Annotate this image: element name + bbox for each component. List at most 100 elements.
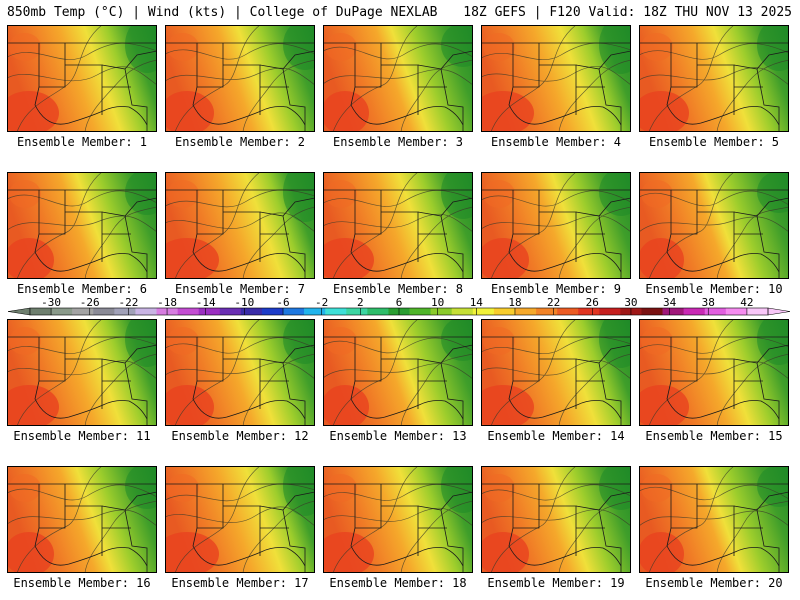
temperature-map [639,319,789,426]
colorbar-swatch [430,308,453,315]
colorbar-tick-label: 30 [624,296,637,309]
colorbar-tick-label: -26 [80,296,100,309]
colorbar-swatch [725,308,748,315]
colorbar-swatch [662,308,684,315]
ensemble-member-label: Ensemble Member: 8 [332,282,464,296]
model-run-info: 18Z GEFS | F120 Valid: 18Z THU NOV 13 20… [463,5,792,20]
ensemble-member-label: Ensemble Member: 9 [490,282,622,296]
ensemble-panel: Ensemble Member: 12 [165,319,315,443]
colorbar-swatch [304,308,326,315]
temperature-map [323,172,473,279]
colorbar-tick-label: 22 [547,296,560,309]
temperature-map [7,172,157,279]
colorbar-swatch [557,308,579,315]
colorbar-swatch [177,308,199,315]
ensemble-member-label: Ensemble Member: 7 [174,282,306,296]
temperature-map [639,25,789,132]
temperature-map [165,319,315,426]
ensemble-panel: Ensemble Member: 10 [639,172,789,296]
colorbar-tick-label: -6 [276,296,289,309]
ensemble-member-label: Ensemble Member: 17 [171,576,309,590]
colorbar-swatch [261,308,284,315]
map-title: 850mb Temp (°C) | Wind (kts) | College o… [7,5,438,20]
ensemble-panel: Ensemble Member: 18 [323,466,473,590]
colorbar-swatch [346,308,368,315]
ensemble-panel: Ensemble Member: 17 [165,466,315,590]
colorbar-low-arrow [7,307,31,316]
colorbar-tick-label: 34 [663,296,677,309]
colorbar-swatch [30,308,52,315]
ensemble-panel: Ensemble Member: 14 [481,319,631,443]
temperature-map [481,25,631,132]
colorbar-swatch [493,308,516,315]
ensemble-panel: Ensemble Member: 15 [639,319,789,443]
temperature-map [639,466,789,573]
ensemble-panel: Ensemble Member: 7 [165,172,315,296]
ensemble-member-label: Ensemble Member: 19 [487,576,625,590]
ensemble-panel: Ensemble Member: 1 [7,25,157,149]
colorbar-tick-label: 18 [508,296,521,309]
colorbar-swatch [219,308,242,315]
ensemble-panel: Ensemble Member: 16 [7,466,157,590]
ensemble-member-label: Ensemble Member: 5 [648,135,780,149]
ensemble-panel: Ensemble Member: 4 [481,25,631,149]
ensemble-member-label: Ensemble Member: 18 [329,576,467,590]
temperature-map [165,25,315,132]
ensemble-panel: Ensemble Member: 11 [7,319,157,443]
ensemble-member-label: Ensemble Member: 13 [329,429,467,443]
ensemble-panel: Ensemble Member: 5 [639,25,789,149]
colorbar-swatch [283,308,305,315]
colorbar-swatch [472,308,495,315]
ensemble-member-label: Ensemble Member: 6 [16,282,148,296]
colorbar-swatch [704,308,727,315]
colorbar-high-arrow [767,307,791,316]
ensemble-panel: Ensemble Member: 13 [323,319,473,443]
ensemble-panel: Ensemble Member: 6 [7,172,157,296]
temperature-map [481,466,631,573]
ensemble-member-label: Ensemble Member: 12 [171,429,309,443]
temperature-map [323,466,473,573]
temperature-map [639,172,789,279]
colorbar-swatch [641,308,663,315]
colorbar-tick-label: 26 [586,296,599,309]
ensemble-member-label: Ensemble Member: 2 [174,135,306,149]
ensemble-member-label: Ensemble Member: 4 [490,135,622,149]
colorbar-swatch [451,308,474,315]
colorbar-swatch [578,308,600,315]
colorbar-tick-label: 6 [396,296,403,309]
ensemble-panel: Ensemble Member: 9 [481,172,631,296]
colorbar-swatch [51,308,73,315]
colorbar-tick-label: -14 [196,296,216,309]
colorbar-swatch [599,308,621,315]
ensemble-panel: Ensemble Member: 8 [323,172,473,296]
ensemble-member-label: Ensemble Member: 20 [645,576,783,590]
temperature-map [165,172,315,279]
temperature-map [7,319,157,426]
temperature-map [7,466,157,573]
temperature-map [7,25,157,132]
colorbar-tick-label: 10 [431,296,444,309]
colorbar-swatch [746,308,769,315]
ensemble-member-label: Ensemble Member: 10 [645,282,783,296]
temperature-map [481,172,631,279]
ensemble-panel: Ensemble Member: 20 [639,466,789,590]
colorbar-swatch [93,308,115,315]
ensemble-member-label: Ensemble Member: 11 [13,429,151,443]
colorbar-tick-label: 2 [357,296,364,309]
colorbar-swatch [514,308,537,315]
temperature-map [481,319,631,426]
colorbar-swatch [135,308,157,315]
colorbar-tick-label: -18 [157,296,177,309]
ensemble-panel: Ensemble Member: 3 [323,25,473,149]
colorbar-swatch [198,308,221,315]
colorbar-tick-label: 42 [740,296,753,309]
colorbar-tick-label: -2 [315,296,328,309]
temperature-map [323,25,473,132]
colorbar-tick-label: -10 [234,296,254,309]
colorbar-swatch [367,308,389,315]
ensemble-member-label: Ensemble Member: 14 [487,429,625,443]
ensemble-member-label: Ensemble Member: 16 [13,576,151,590]
temperature-map [165,466,315,573]
colorbar-tick-label: 14 [470,296,484,309]
colorbar-tick-label: -22 [118,296,138,309]
